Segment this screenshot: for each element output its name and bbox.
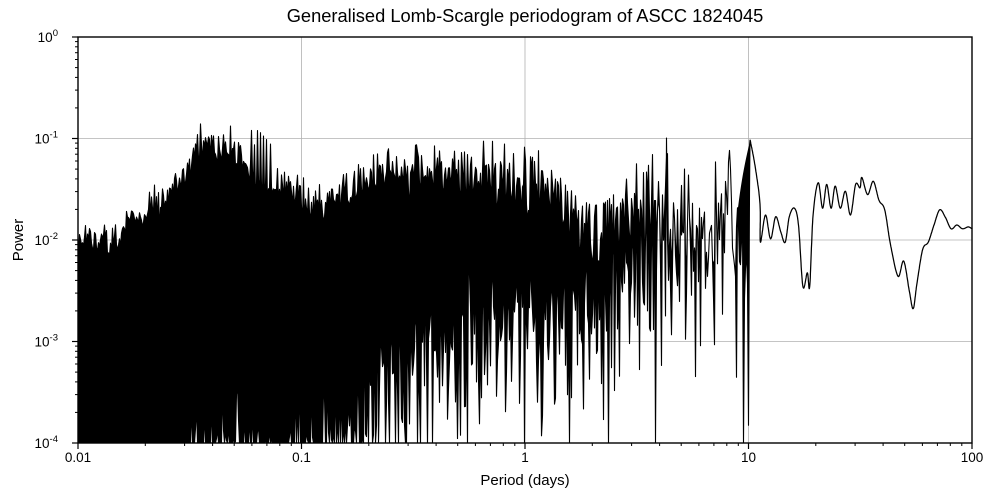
svg-text:0.01: 0.01 [65, 450, 91, 465]
svg-text:Generalised Lomb-Scargle perio: Generalised Lomb-Scargle periodogram of … [287, 5, 764, 26]
svg-text:Period (days): Period (days) [480, 472, 569, 489]
svg-text:Power: Power [10, 219, 27, 262]
svg-text:1: 1 [521, 450, 529, 465]
svg-text:10: 10 [741, 450, 756, 465]
svg-text:0.1: 0.1 [292, 450, 311, 465]
svg-text:100: 100 [961, 450, 984, 465]
